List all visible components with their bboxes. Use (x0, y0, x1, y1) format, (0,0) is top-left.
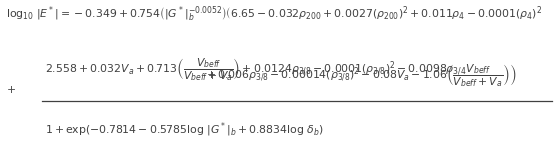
Text: $\log_{10}\,|E^*|=-0.349+0.754\left(|G^*|_{b}^{-0.0052}\right)\left(6.65-0.032\r: $\log_{10}\,|E^*|=-0.349+0.754\left(|G^*… (6, 4, 542, 24)
Text: $+$: $+$ (6, 84, 16, 95)
Text: $\left.+0.006\rho_{3/8}-0.00014(\rho_{3/8})^{2}-0.08V_{a}-1.06\left(\dfrac{V_{be: $\left.+0.006\rho_{3/8}-0.00014(\rho_{3/… (204, 62, 517, 89)
Text: $1+\exp(-0.7814-0.5785\log\,|G^*|_{b}+0.8834\log\,\delta_{b})$: $1+\exp(-0.7814-0.5785\log\,|G^*|_{b}+0.… (45, 120, 324, 139)
Text: $2.558+0.032V_{a}+0.713\left(\dfrac{V_{beff}}{V_{beff}+V_{a}}\right)+0.0124\rho_: $2.558+0.032V_{a}+0.713\left(\dfrac{V_{b… (45, 56, 466, 83)
